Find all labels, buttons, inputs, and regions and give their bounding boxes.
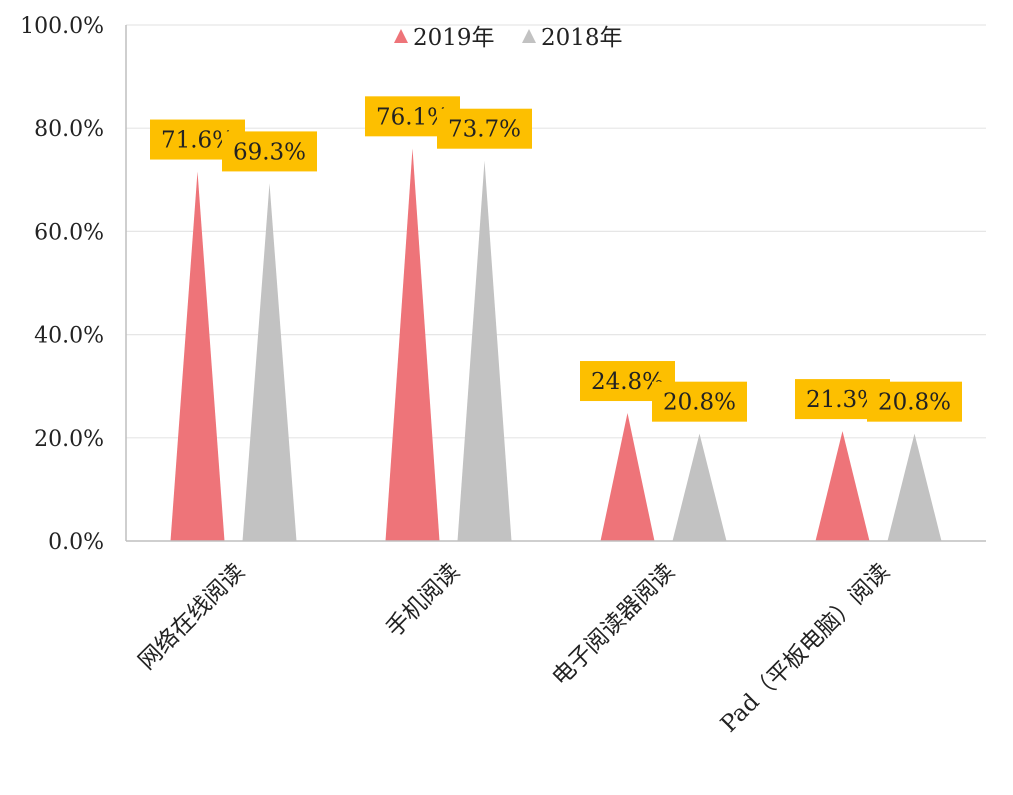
legend-marker	[522, 29, 536, 43]
y-tick-label: 80.0%	[34, 117, 104, 142]
data-label-background	[437, 108, 532, 149]
data-label: 20.8%	[663, 390, 736, 416]
data-label: 71.6%	[161, 128, 234, 154]
y-tick-label: 40.0%	[34, 324, 104, 349]
data-marks	[170, 148, 942, 542]
legend: 2019年 2018年	[394, 25, 623, 51]
data-label: 69.3%	[233, 139, 306, 165]
legend-label: 2018年	[541, 25, 623, 51]
data-label: 24.8%	[591, 369, 664, 395]
y-tick-label: 100.0%	[20, 14, 104, 39]
data-label: 21.3%	[806, 387, 879, 413]
data-label: 73.7%	[448, 117, 521, 143]
legend-label: 2019年	[413, 25, 495, 51]
data-label: 76.1%	[376, 104, 449, 130]
legend-marker	[394, 29, 408, 43]
data-label: 20.8%	[878, 390, 951, 416]
triangle-mark	[672, 433, 727, 541]
triangle-mark	[887, 433, 942, 541]
x-category-label: Pad（平板电脑）阅读	[716, 559, 895, 738]
triangle-mark	[815, 431, 870, 541]
triangle-mark	[242, 183, 297, 542]
x-axis-category-labels: 网络在线阅读 手机阅读 电子阅读器阅读 Pad（平板电脑）阅读	[134, 559, 895, 738]
y-tick-label: 0.0%	[48, 530, 104, 555]
x-category-label: 网络在线阅读	[134, 559, 250, 675]
y-axis-tick-labels: 0.0% 20.0% 40.0% 60.0% 80.0% 100.0%	[20, 14, 104, 555]
triangle-mark	[170, 171, 225, 541]
x-category-label: 手机阅读	[381, 559, 464, 642]
triangle-mark	[385, 148, 440, 541]
y-tick-label: 20.0%	[34, 427, 104, 452]
data-label-background	[652, 381, 747, 422]
data-label-background	[867, 381, 962, 422]
triangle-mark	[457, 160, 512, 541]
triangle-mark	[600, 413, 655, 541]
data-labels: 71.6% 76.1% 24.8% 21.3% 69.3% 73.7% 20.8% 20.8%	[150, 96, 962, 422]
data-label-background	[222, 131, 317, 172]
axes	[125, 25, 986, 542]
y-tick-label: 60.0%	[34, 220, 104, 245]
x-category-label: 电子阅读器阅读	[548, 559, 680, 691]
